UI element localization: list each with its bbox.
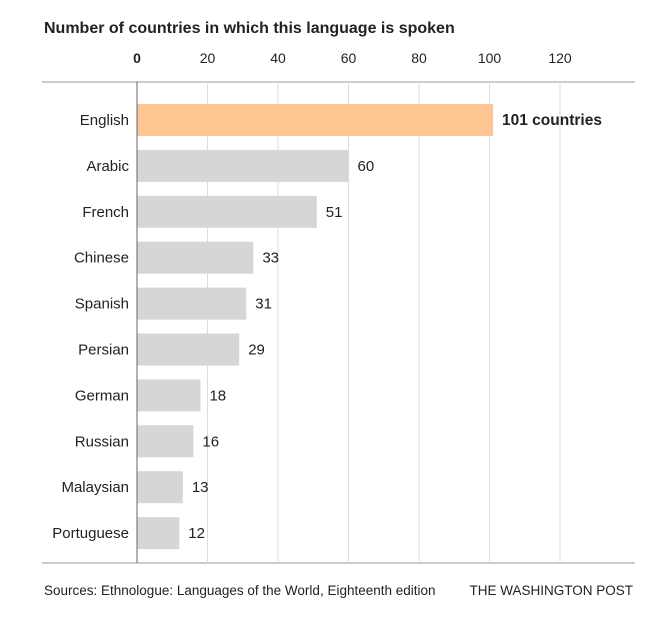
bar [137,195,317,228]
value-label: 16 [202,433,219,450]
source-note: Sources: Ethnologue: Languages of the Wo… [44,583,436,598]
bar [137,517,180,550]
chart-title: Number of countries in which this langua… [44,20,455,37]
value-label: 29 [248,342,265,359]
category-label: German [75,387,129,404]
value-label: 13 [192,479,209,496]
x-tick-label: 80 [411,50,427,66]
bar [137,333,240,366]
bar [137,379,201,412]
category-label: Malaysian [61,479,129,496]
category-label: Chinese [74,250,129,267]
bar [137,149,349,182]
category-label: French [82,204,129,221]
bar [137,471,183,504]
value-label: 33 [262,250,279,267]
value-label: 12 [188,525,205,542]
publisher-credit: THE WASHINGTON POST [469,583,633,598]
bar-chart: 0 20 40 60 80 100 120 English 101 countries Arabi… [42,50,635,564]
x-tick-label: 0 [133,50,141,66]
category-label: English [80,112,129,129]
value-label: 101 countries [502,112,602,129]
value-label: 18 [209,387,226,404]
category-label: Persian [78,342,129,359]
value-label: 51 [326,204,343,221]
bar [137,287,247,320]
bar [137,241,254,274]
x-tick-label: 20 [200,50,216,66]
category-label: Spanish [75,296,129,313]
category-label: Arabic [86,158,129,175]
bar [137,104,494,136]
x-tick-label: 40 [270,50,286,66]
category-label: Russian [75,433,129,450]
x-tick-label: 100 [478,50,502,66]
x-tick-label: 120 [548,50,572,66]
bar [137,425,194,458]
x-tick-label: 60 [341,50,357,66]
category-label: Portuguese [52,525,129,542]
value-label: 60 [358,158,375,175]
value-label: 31 [255,296,272,313]
